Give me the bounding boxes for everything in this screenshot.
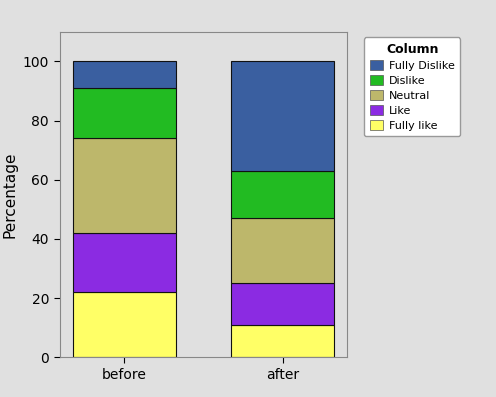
Y-axis label: Percentage: Percentage [2, 151, 17, 238]
Bar [72, 292, 176, 357]
Bar [72, 233, 176, 292]
Bar [231, 171, 334, 218]
Bar [72, 62, 176, 88]
Bar [231, 325, 334, 357]
Bar [72, 88, 176, 138]
Legend: Fully Dislike, Dislike, Neutral, Like, Fully like: Fully Dislike, Dislike, Neutral, Like, F… [364, 37, 460, 137]
Bar [72, 138, 176, 233]
Bar [231, 62, 334, 171]
Bar [231, 218, 334, 283]
Bar [231, 283, 334, 325]
